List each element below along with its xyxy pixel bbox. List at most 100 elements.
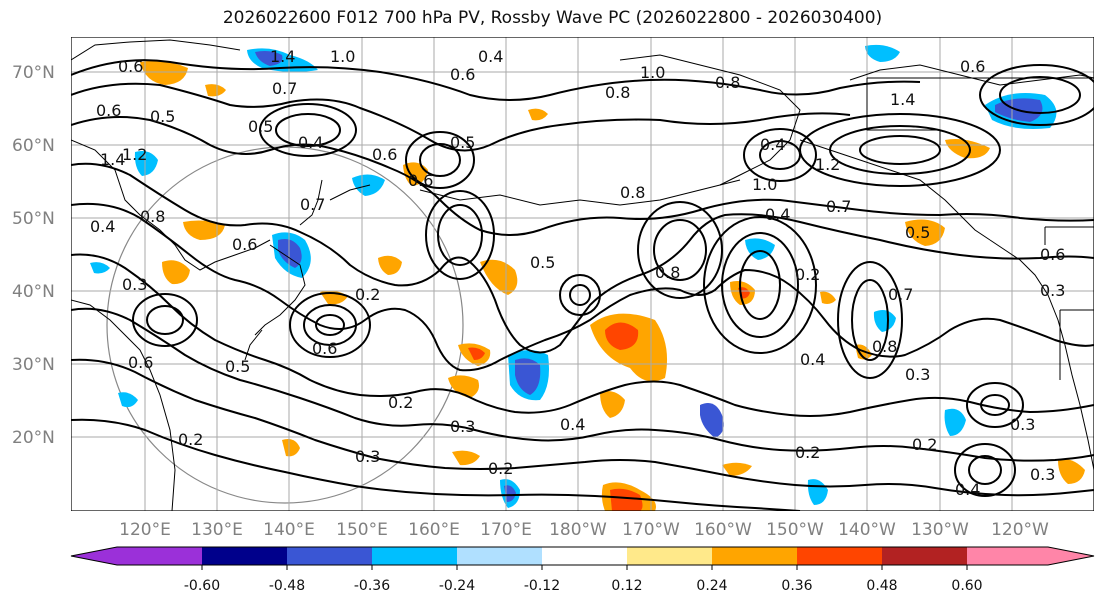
anomaly-blob bbox=[140, 60, 188, 85]
anomaly-blob bbox=[448, 375, 479, 398]
contour-label: 0.8 bbox=[140, 207, 165, 226]
lon-label: 130°E bbox=[191, 520, 243, 540]
contour-label: 0.2 bbox=[795, 443, 820, 462]
anomaly-blob bbox=[118, 392, 138, 408]
contour-label: 0.2 bbox=[795, 265, 820, 284]
contour-label: 0.7 bbox=[826, 197, 851, 216]
colorbar-segment bbox=[882, 547, 967, 565]
lon-label: 150°W bbox=[766, 520, 824, 540]
contour-label: 0.4 bbox=[298, 133, 323, 152]
north-america-coast bbox=[989, 239, 1094, 471]
contour-label: 0.8 bbox=[655, 263, 680, 282]
contour-label: 0.6 bbox=[96, 101, 121, 120]
lon-label: 130°W bbox=[911, 520, 969, 540]
contour-label: 0.2 bbox=[355, 285, 380, 304]
contour-label: 0.4 bbox=[800, 350, 825, 369]
colorbar-outline bbox=[70, 546, 1095, 566]
contour-label: 0.8 bbox=[605, 83, 630, 102]
contour-label: 0.3 bbox=[355, 447, 380, 466]
arctic-coast bbox=[849, 64, 1094, 86]
anomaly-blob bbox=[700, 402, 724, 438]
alaska-coast bbox=[619, 54, 991, 241]
contour-label: 0.6 bbox=[1040, 245, 1065, 264]
map-title: 2026022600 F012 700 hPa PV, Rossby Wave … bbox=[222, 8, 883, 28]
colorbar-tick-label: 0.48 bbox=[866, 578, 897, 594]
anomaly-blob bbox=[722, 462, 752, 476]
contour-label: 0.8 bbox=[715, 73, 740, 92]
anomaly-blob bbox=[134, 151, 158, 176]
anomaly-blob bbox=[944, 408, 966, 436]
anomaly-blob bbox=[515, 358, 541, 395]
contour-label: 0.4 bbox=[478, 47, 503, 66]
contour-label: 0.3 bbox=[1010, 415, 1035, 434]
contour-label: 0.6 bbox=[450, 65, 475, 84]
contour-label: 0.6 bbox=[372, 145, 397, 164]
contour-label: 0.3 bbox=[1040, 281, 1065, 300]
contour-label: 0.3 bbox=[450, 417, 475, 436]
colorbar-segment bbox=[202, 547, 287, 565]
lon-label: 120°E bbox=[119, 520, 171, 540]
coastlines bbox=[71, 39, 1094, 511]
political-borders bbox=[866, 77, 1094, 380]
anomaly-blob bbox=[605, 322, 639, 350]
lon-label: 120°W bbox=[991, 520, 1049, 540]
lat-label: 70°N bbox=[12, 63, 55, 83]
anomaly-blob bbox=[504, 485, 516, 502]
anomaly-blob bbox=[610, 488, 643, 511]
lon-label: 150°E bbox=[336, 520, 388, 540]
colorbar-tick-label: -0.60 bbox=[184, 578, 220, 594]
lon-label: 180°W bbox=[549, 520, 607, 540]
colorbar-tick-label: 0.36 bbox=[781, 578, 812, 594]
contour-label: 0.6 bbox=[232, 235, 257, 254]
colorbar-segment bbox=[372, 547, 457, 565]
colorbar-tick-label: 0.24 bbox=[696, 578, 727, 594]
contour-label: 0.6 bbox=[960, 57, 985, 76]
anomaly-blob bbox=[162, 260, 190, 285]
lon-label: 160°E bbox=[408, 520, 460, 540]
anomaly-blob bbox=[205, 84, 226, 97]
contour-label: 1.4 bbox=[890, 90, 915, 109]
lat-label: 60°N bbox=[12, 136, 55, 156]
lat-label: 40°N bbox=[12, 282, 55, 302]
contour-label: 0.2 bbox=[178, 430, 203, 449]
contour-label: 0.4 bbox=[760, 135, 785, 154]
contour-label: 1.4 bbox=[100, 150, 125, 169]
contour-label: 0.2 bbox=[388, 393, 413, 412]
map-plot-area: 0.6 1.4 1.0 0.4 0.6 0.7 0.6 0.5 0.8 1.0 … bbox=[71, 37, 1094, 511]
contour-label: 1.0 bbox=[640, 63, 665, 82]
contour-label: 0.6 bbox=[128, 353, 153, 372]
anomaly-blob bbox=[480, 259, 518, 295]
colorbar-segment bbox=[117, 547, 202, 565]
plot-background bbox=[71, 37, 1094, 511]
colorbar-segment bbox=[797, 547, 882, 565]
contour-label: 0.8 bbox=[620, 183, 645, 202]
colorbar-extend-low bbox=[71, 547, 117, 565]
lon-label: 170°E bbox=[480, 520, 532, 540]
lon-label: 140°E bbox=[263, 520, 315, 540]
colorbar-segment bbox=[967, 547, 1048, 565]
colorbar: -0.60 -0.48 -0.36 -0.24 -0.12 0.12 0.24 … bbox=[70, 546, 1095, 594]
contour-label: 0.3 bbox=[905, 365, 930, 384]
contour-label: 0.5 bbox=[905, 223, 930, 242]
colorbar-segment bbox=[457, 547, 542, 565]
contour-label: 0.2 bbox=[488, 459, 513, 478]
pv-contours bbox=[71, 59, 1094, 511]
lon-label: 160°W bbox=[694, 520, 752, 540]
anomaly-blob bbox=[600, 391, 625, 418]
anomaly-blob bbox=[378, 255, 402, 275]
contour-label: 0.5 bbox=[225, 357, 250, 376]
anomaly-blob bbox=[1058, 459, 1085, 484]
colorbar-segment bbox=[287, 547, 372, 565]
anomaly-blob bbox=[255, 51, 283, 66]
anomaly-blob bbox=[90, 262, 110, 274]
japan-coast bbox=[244, 179, 323, 361]
contour-label: 0.6 bbox=[118, 57, 143, 76]
contour-label: 0.7 bbox=[888, 285, 913, 304]
anomaly-blob bbox=[865, 44, 900, 62]
colorbar-tick-label: -0.24 bbox=[439, 578, 475, 594]
colorbar-tick-label: -0.36 bbox=[354, 578, 390, 594]
anomaly-blob bbox=[452, 450, 480, 466]
colorbar-segment bbox=[627, 547, 712, 565]
contour-label: 0.6 bbox=[312, 339, 337, 358]
anomaly-blob bbox=[905, 219, 945, 246]
